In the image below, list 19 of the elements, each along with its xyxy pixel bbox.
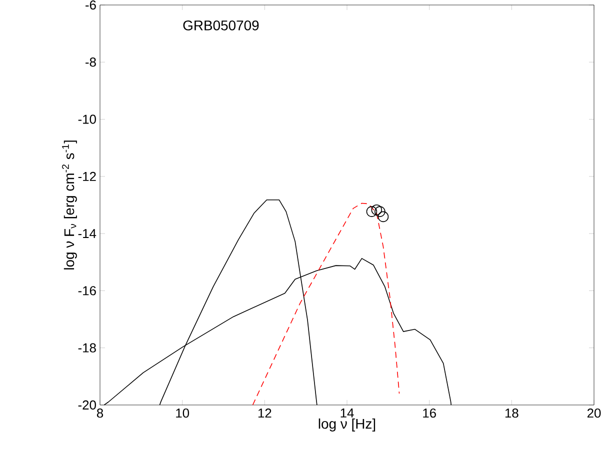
annotation: GRB050709 (183, 20, 259, 30)
x-tick-label: 18 (505, 408, 518, 418)
y-tick-label: -14 (78, 229, 96, 238)
y-tick-label: -16 (78, 286, 96, 296)
y-tick-label: -18 (78, 343, 96, 352)
y-tick-label: -20 (78, 400, 96, 410)
x-tick-label: 12 (258, 408, 272, 418)
y-axis-title: log ν F$_{ν}$ [erg cm$^{-2}$ s$^{-1}$] (62, 140, 77, 270)
y-tick-label: -12 (78, 172, 96, 181)
x-axis-title: log ν [Hz] (318, 418, 376, 432)
x-tick-label: 10 (176, 408, 190, 418)
y-tick-label: -8 (86, 58, 96, 67)
x-tick-label: 16 (423, 408, 436, 418)
x-tick-label: 14 (340, 408, 354, 418)
x-tick-label: 8 (96, 408, 104, 418)
x-tick-label: 20 (587, 408, 601, 418)
y-tick-label: -6 (86, 0, 96, 10)
line-series (252, 202, 400, 405)
y-tick-label: -10 (78, 114, 96, 124)
